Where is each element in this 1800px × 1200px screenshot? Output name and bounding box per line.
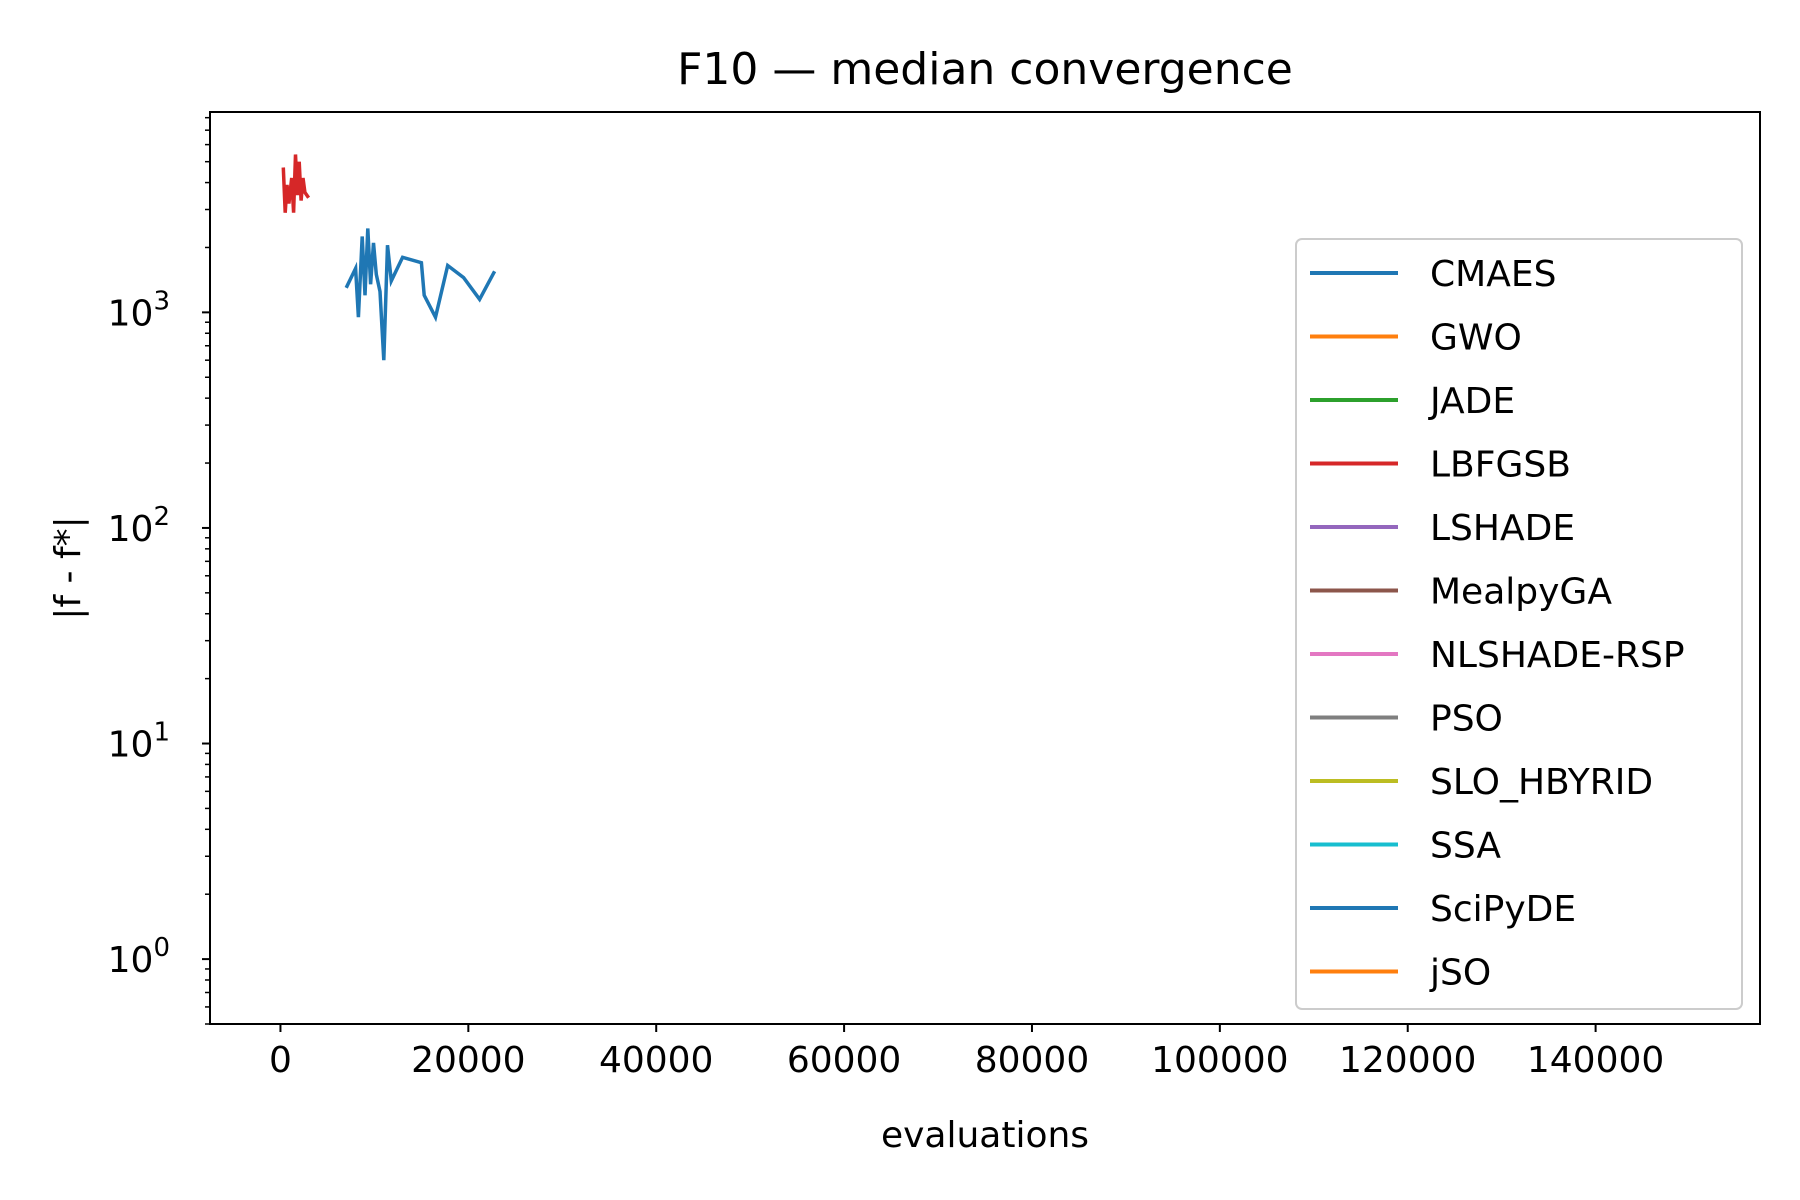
y-tick-label: 102 xyxy=(108,502,170,550)
legend-label: LSHADE xyxy=(1430,508,1575,549)
legend-box xyxy=(1295,238,1743,1010)
y-tick-exponent: 3 xyxy=(153,286,170,316)
x-tick-label: 40000 xyxy=(599,1040,714,1081)
x-tick-label: 20000 xyxy=(411,1040,526,1081)
y-tick-base: 10 xyxy=(108,293,154,334)
x-tick-label: 120000 xyxy=(1339,1040,1476,1081)
y-tick-label: 100 xyxy=(108,933,170,981)
x-tick-label: 60000 xyxy=(787,1040,902,1081)
x-tick-label: 100000 xyxy=(1151,1040,1288,1081)
series-line-lbfgsb xyxy=(281,154,311,213)
legend-label: SciPyDE xyxy=(1430,889,1576,930)
legend-label: JADE xyxy=(1428,381,1515,422)
legend-label: CMAES xyxy=(1430,254,1556,295)
y-axis-label: |f - f*| xyxy=(48,516,89,619)
y-tick-label: 101 xyxy=(108,718,170,766)
x-axis-ticks: 0 20000 40000 60000 80000 100000 120000 140000 xyxy=(269,1024,1664,1081)
x-tick-label: 80000 xyxy=(975,1040,1090,1081)
legend-label: SSA xyxy=(1430,826,1501,867)
y-tick-exponent: 0 xyxy=(153,933,170,963)
y-tick-exponent: 2 xyxy=(153,502,170,532)
y-tick-base: 10 xyxy=(108,725,154,766)
legend-label: MealpyGA xyxy=(1430,572,1612,613)
y-tick-exponent: 1 xyxy=(153,718,170,748)
legend-label: NLSHADE-RSP xyxy=(1430,635,1685,676)
chart-title: F10 — median convergence xyxy=(677,44,1293,95)
legend-label: PSO xyxy=(1430,699,1503,740)
plot-area-frame xyxy=(209,111,1761,1025)
x-axis-label: evaluations xyxy=(881,1115,1089,1156)
y-tick-label: 103 xyxy=(108,286,170,334)
legend-label: jSO xyxy=(1429,953,1491,994)
y-tick-base: 10 xyxy=(108,509,154,550)
series-layer xyxy=(281,154,497,361)
y-tick-base: 10 xyxy=(108,940,154,981)
x-tick-label: 0 xyxy=(269,1040,292,1081)
legend: CMAES GWO JADE LBFGSB LSHADE MealpyGA NLSHADE-… xyxy=(1295,238,1743,1010)
x-tick-label: 140000 xyxy=(1527,1040,1664,1081)
legend-label: GWO xyxy=(1430,318,1522,359)
series-line-cmaes xyxy=(344,228,497,361)
legend-label: LBFGSB xyxy=(1430,445,1571,486)
legend-label: SLO_HBYRID xyxy=(1430,762,1653,803)
